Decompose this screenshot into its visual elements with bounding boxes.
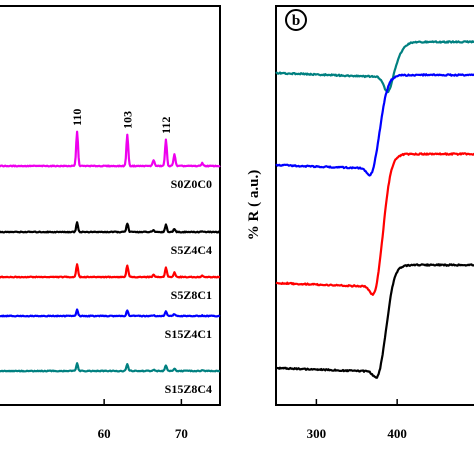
peak-label-110: 110 [70,109,84,126]
panel-b-label: b [292,13,300,29]
panel-b: 300 400 b % R ( a.u.) [246,5,474,441]
xrd-line-s5z4c4 [0,221,221,234]
b-x-tick-label-300: 300 [307,426,327,441]
xrd-line-s15z4c1 [0,308,221,318]
x-tick-label-60: 60 [98,426,111,441]
reflectance-line-4 [275,263,474,379]
series-label-s5z8c1: S5Z8C1 [171,288,212,302]
panel-b-x-ticks: 300 400 [307,399,407,441]
series-label-s15z8c4: S15Z8C4 [165,382,212,396]
panel-b-series [275,40,474,379]
x-tick-label-70: 70 [175,426,188,441]
peak-label-112: 112 [159,117,173,134]
panel-a-frame [0,5,221,406]
panel-a-series-labels: S0Z0C0 S5Z4C4 S5Z8C1 S15Z4C1 S15Z8C4 [165,177,212,396]
peak-label-103: 103 [120,111,134,129]
series-label-s15z4c1: S15Z4C1 [165,327,212,341]
series-label-s0z0c0: S0Z0C0 [171,177,212,191]
panel-b-y-axis-title: % R ( a.u.) [246,170,262,240]
xrd-line-s0z0c0 [0,130,221,168]
panel-a-x-ticks: 60 70 [98,399,188,441]
series-label-s5z4c4: S5Z4C4 [171,243,212,257]
panel-a-peak-labels: 110 103 112 [70,109,173,134]
panel-b-frame [275,5,474,406]
reflectance-line-2 [275,73,474,177]
panel-a-series [0,130,221,373]
reflectance-line-3 [275,152,474,296]
b-x-tick-label-400: 400 [387,426,407,441]
panel-b-label-circle [285,9,307,31]
reflectance-line-1 [275,40,474,94]
xrd-line-s5z8c1 [0,263,221,279]
xrd-line-s15z8c4 [0,362,221,373]
panel-a: 110 103 112 S0Z0C0 S5Z4C4 S5Z8C1 S15Z4C1 S15Z8… [0,5,221,441]
